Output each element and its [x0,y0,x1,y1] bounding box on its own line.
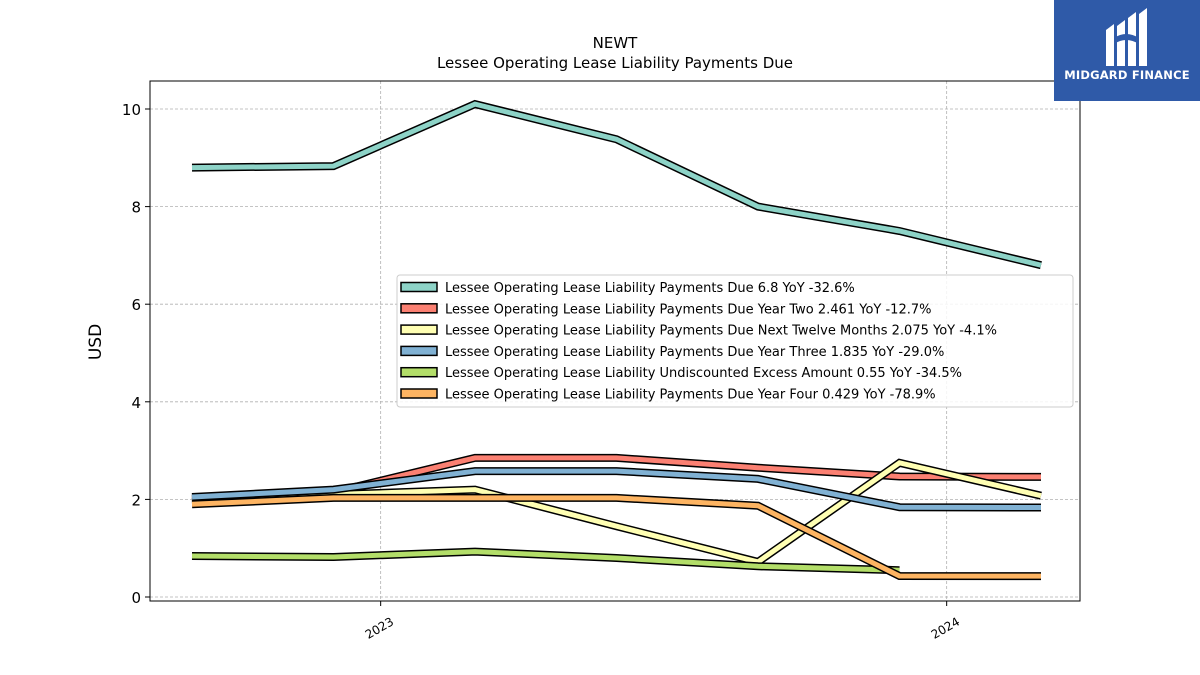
series-line-1 [191,101,1042,268]
legend-swatch [400,281,438,293]
y-tick-label: 6 [131,296,141,314]
x-tick-label: 2023 [363,614,396,641]
y-axis-label: USD [86,324,106,360]
legend-label: Lessee Operating Lease Liability Payment… [445,324,997,339]
chart-subtitle: Lessee Operating Lease Liability Payment… [437,54,793,72]
y-tick-label: 2 [131,491,141,509]
y-tick-label: 0 [131,589,141,607]
plot-frame [149,80,1081,602]
legend-swatch [400,303,438,314]
legend-label: Lessee Operating Lease Liability Payment… [445,281,855,296]
x-axis: 2023 2024 [363,601,962,642]
y-tick-label: 4 [131,394,141,412]
brand-logo: MIDGARD FINANCE [1054,0,1200,101]
legend-label: Lessee Operating Lease Liability Payment… [445,388,936,403]
x-tick-label: 2024 [929,614,962,641]
series-line-outline-1 [191,99,1042,270]
legend-box [396,274,1074,408]
legend: Lessee Operating Lease Liability Payment… [396,274,1074,408]
chart-title: NEWT [593,34,639,52]
y-tick-label: 10 [122,101,141,119]
y-tick-label: 8 [131,199,141,217]
legend-swatch [400,345,438,357]
legend-label: Lessee Operating Lease Liability Payment… [445,302,931,317]
legend-swatch [400,366,438,378]
logo-mark-icon [1106,8,1147,66]
series-line-5 [191,549,900,573]
logo-text: MIDGARD FINANCE [1064,68,1190,82]
y-axis: 0 2 4 6 8 10 [122,101,150,607]
legend-label: Lessee Operating Lease Liability Payment… [445,345,944,360]
series-line-6 [191,495,1042,579]
legend-swatch [400,388,438,399]
series-lines [191,99,1042,581]
legend-swatch [400,324,438,335]
legend-label: Lessee Operating Lease Liability Undisco… [445,366,962,381]
series-line-4 [191,468,1042,510]
